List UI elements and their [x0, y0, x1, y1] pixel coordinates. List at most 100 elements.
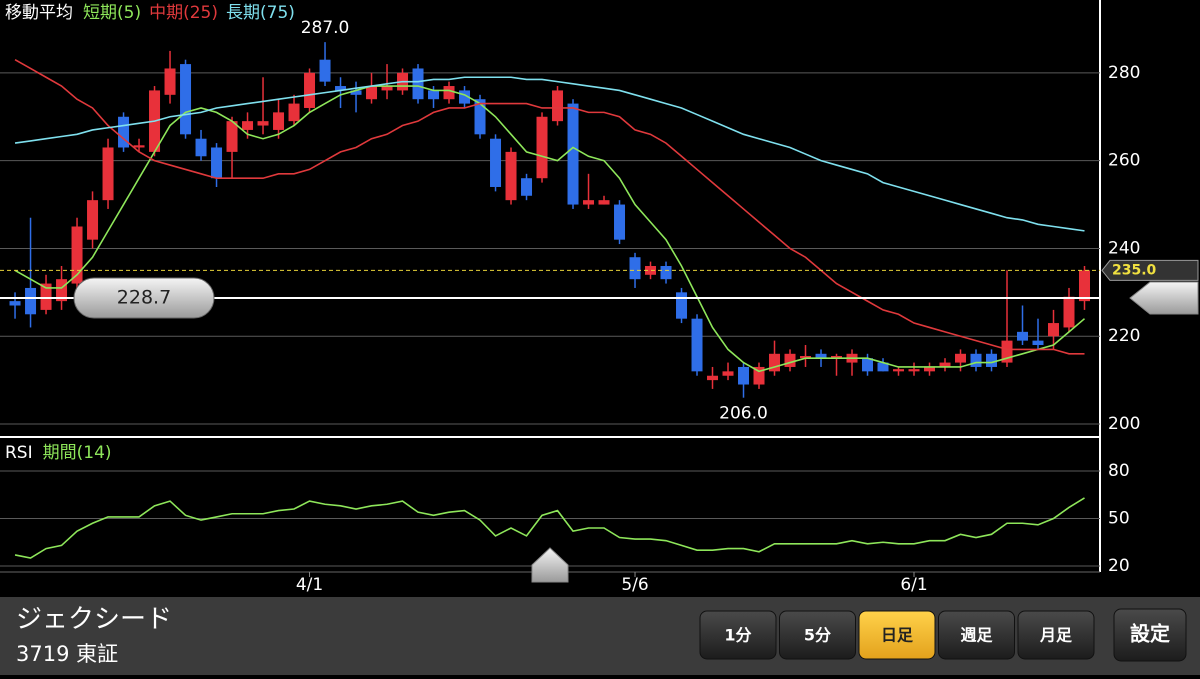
candle-body [335, 86, 347, 91]
candle-body [614, 204, 626, 240]
candle-body [583, 200, 595, 205]
candle-body [242, 121, 254, 130]
candle-body [567, 103, 579, 205]
candle-body [195, 138, 207, 157]
y-tick-label: 200 [1108, 414, 1140, 434]
candle-body [226, 121, 238, 152]
y-tick-label: 260 [1108, 151, 1140, 171]
candle-body [273, 112, 285, 130]
candle-body [986, 353, 998, 367]
legend-title: RSI [5, 443, 33, 463]
legend-entry: 中期(25) [149, 3, 218, 23]
candle-body [133, 145, 145, 148]
candle-body [831, 355, 843, 359]
candle-body [552, 90, 564, 122]
candle-body [490, 138, 502, 187]
cursor-label: 228.7 [117, 287, 171, 309]
button-label: 月足 [1039, 626, 1073, 645]
candle-body [102, 147, 114, 201]
button-label: 1分 [724, 626, 751, 645]
candle-body [862, 358, 874, 372]
ma-line [14, 76, 1085, 232]
price-annotation: 206.0 [719, 404, 768, 424]
candle-body [40, 283, 52, 310]
candle-body [877, 362, 889, 372]
timeframe-button[interactable] [1017, 610, 1095, 660]
legend-title: 移動平均 [5, 3, 73, 23]
candle-body [660, 266, 672, 280]
cursor-handle[interactable] [1129, 281, 1199, 315]
button-label: 日足 [881, 626, 914, 645]
candle-body [769, 353, 781, 372]
timeframe-button[interactable] [858, 610, 936, 660]
timeframe-button[interactable] [699, 610, 777, 660]
last-price-label: 235.0 [1112, 262, 1157, 278]
candle-body [784, 353, 796, 367]
candle-body [722, 371, 734, 376]
candle-body [1079, 270, 1091, 302]
candle-body [381, 86, 393, 91]
settings-button[interactable] [1113, 608, 1187, 662]
candle-body [9, 301, 21, 306]
candle-body [164, 68, 176, 95]
candle-body [676, 292, 688, 319]
candle-body [893, 369, 905, 372]
timeframe-button[interactable] [779, 610, 856, 660]
candle-body [1032, 340, 1044, 346]
scroll-handle[interactable] [531, 547, 569, 583]
candle-body [629, 257, 641, 280]
candle-body [707, 375, 719, 381]
x-tick-label: 6/1 [900, 575, 927, 595]
candle-body [815, 353, 827, 359]
candle-body [939, 362, 951, 367]
candle-body [800, 355, 812, 359]
candle-body [521, 178, 533, 196]
ma-line [14, 85, 1086, 373]
button-label: 5分 [804, 626, 831, 645]
candle-body [211, 147, 223, 179]
candle-body [955, 353, 967, 363]
y-tick-label: 280 [1108, 63, 1140, 83]
stock-name: ジェクシード [16, 605, 172, 635]
candle-body [71, 226, 83, 284]
y-tick-label: 80 [1108, 461, 1130, 481]
button-label: 週足 [960, 626, 993, 645]
candle-body [505, 151, 517, 201]
settings-label: 設定 [1130, 622, 1170, 646]
candle-body [459, 90, 471, 104]
timeframe-button[interactable] [938, 610, 1015, 660]
candle-body [970, 353, 982, 367]
candle-body [25, 287, 37, 315]
candle-body [118, 116, 130, 148]
candle-body [924, 366, 936, 372]
candle-body [56, 279, 68, 302]
candle-body [1048, 323, 1060, 337]
legend-entry: 短期(5) [83, 3, 141, 23]
y-tick-label: 240 [1108, 238, 1140, 258]
candle-body [87, 200, 99, 240]
last-price-tag [1101, 259, 1199, 281]
stock-code: 3719 東証 [16, 642, 118, 666]
candle-body [366, 86, 378, 100]
candle-body [474, 99, 486, 135]
y-tick-label: 220 [1108, 326, 1140, 346]
x-tick-label: 4/1 [296, 575, 323, 595]
candle-body [691, 318, 703, 372]
candle-body [645, 266, 657, 275]
candle-body [412, 68, 424, 100]
candle-body [598, 200, 610, 205]
y-tick-label: 20 [1108, 556, 1130, 576]
candle-body [738, 366, 750, 385]
candle-body [304, 72, 316, 108]
ma-line [14, 497, 1085, 559]
ma-line [14, 59, 1085, 355]
candle-body [257, 121, 269, 126]
price-annotation: 287.0 [301, 18, 350, 38]
cursor-pill [73, 277, 215, 319]
candle-body [428, 90, 440, 100]
candle-body [1063, 296, 1075, 328]
candle-body [350, 90, 362, 95]
candle-body [180, 64, 192, 135]
